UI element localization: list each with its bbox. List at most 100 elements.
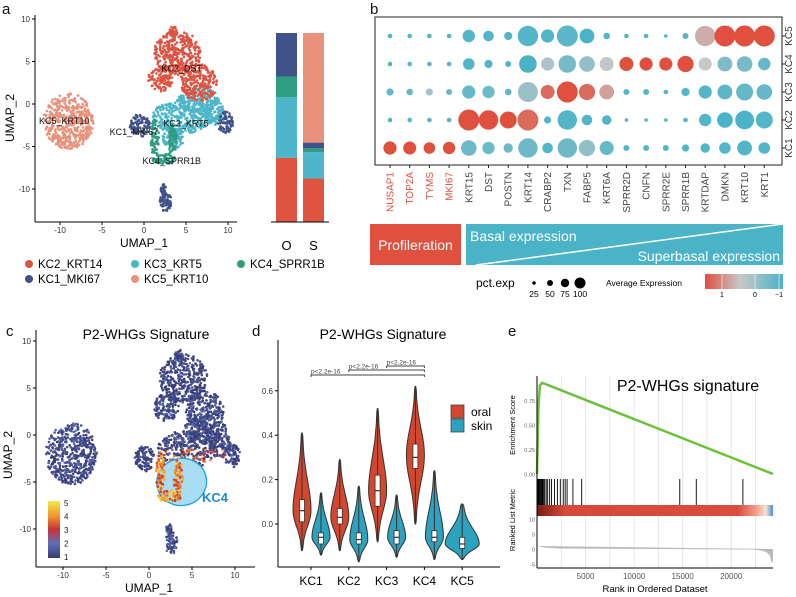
umap-point <box>165 55 168 58</box>
umap-point <box>185 399 189 403</box>
umap-point <box>196 421 200 425</box>
umap-point <box>87 468 90 471</box>
umap-point <box>200 373 204 377</box>
umap-point <box>42 113 46 117</box>
umap-point <box>165 129 169 132</box>
umap-point <box>167 111 171 114</box>
umap-point <box>217 408 220 412</box>
umap-point <box>221 405 225 408</box>
umap-point <box>216 100 219 103</box>
umap-point <box>64 122 68 125</box>
umap-point <box>210 115 213 119</box>
umap-point <box>175 443 179 447</box>
umap-point <box>180 464 183 467</box>
legend-swatch <box>25 260 33 268</box>
dot-KC2-FABP5 <box>581 114 593 126</box>
umap-point <box>63 435 66 439</box>
umap-point <box>65 445 69 449</box>
umap-point <box>174 124 178 127</box>
umap-point <box>170 119 173 123</box>
umap-point <box>166 74 170 77</box>
umap-point <box>192 448 195 452</box>
umap-point <box>203 401 206 405</box>
umap-point <box>227 115 231 119</box>
umap-point <box>60 127 63 131</box>
umap-point <box>172 452 176 455</box>
umap-point <box>68 114 72 118</box>
umap-point <box>54 437 57 441</box>
umap-point <box>66 93 70 96</box>
umap-point <box>229 443 232 446</box>
umap-point <box>182 55 186 59</box>
dot-KC5-TOP2A <box>407 33 413 39</box>
umap-point <box>197 424 201 427</box>
umap-point <box>52 135 56 139</box>
cluster-label: KC4 <box>784 54 795 74</box>
umap-point <box>195 408 199 411</box>
umap-point <box>56 458 60 461</box>
umap-point <box>58 128 61 132</box>
feature-points <box>45 348 241 555</box>
umap-point <box>189 412 193 416</box>
umap-point <box>174 53 177 57</box>
umap-point <box>179 104 182 107</box>
umap-point <box>65 139 68 143</box>
umap-point <box>175 381 178 385</box>
umap-point <box>67 425 71 428</box>
umap-point <box>143 462 146 465</box>
umap-point <box>176 368 180 371</box>
dot-KC4-SPRR2D <box>619 57 634 71</box>
dot-KC1-MKI67 <box>442 141 456 155</box>
umap-point <box>205 374 209 378</box>
umap-point <box>177 456 181 459</box>
umap-point <box>136 116 139 119</box>
cluster-label: KC1 <box>784 138 795 158</box>
umap-point <box>48 437 51 441</box>
umap-point <box>213 74 216 77</box>
umap-point <box>157 105 161 109</box>
umap-point <box>212 412 215 415</box>
umap-point <box>161 485 164 488</box>
umap-point <box>50 456 53 459</box>
umap-point <box>82 475 86 479</box>
umap-point <box>188 93 191 97</box>
umap-point <box>166 77 170 81</box>
umap-point <box>190 55 193 59</box>
cluster-label: KC3 <box>784 82 795 102</box>
umap-point <box>201 400 204 403</box>
umap-point <box>226 122 229 125</box>
umap-point <box>189 432 192 436</box>
umap-point <box>195 432 199 436</box>
umap-point <box>165 490 169 493</box>
bar-segment-KC2_KRT14 <box>303 178 324 222</box>
umap-point <box>185 123 189 126</box>
umap-point <box>59 455 62 458</box>
umap-point <box>160 78 164 81</box>
umap-point <box>193 48 197 52</box>
umap-point <box>174 131 178 135</box>
umap-point <box>62 113 66 117</box>
umap-point <box>80 122 84 125</box>
gene-label: FABP5 <box>583 172 594 204</box>
umap-point <box>204 431 207 435</box>
umap-point <box>212 77 215 80</box>
dot-KC5-KRT10 <box>734 25 756 47</box>
umap-point <box>87 133 91 136</box>
dot-KC5-CRABP2 <box>541 29 555 43</box>
umap-point <box>92 461 95 465</box>
dot-KC4-KRT1 <box>758 57 771 71</box>
umap-point <box>179 348 182 352</box>
umap-point <box>191 110 195 113</box>
umap-point <box>196 393 200 396</box>
umap-point <box>187 109 191 112</box>
umap-point <box>158 47 162 51</box>
y-tick-label: 10 <box>21 15 30 24</box>
umap-point <box>69 110 72 113</box>
umap-point <box>208 395 212 398</box>
umap-point <box>168 105 171 108</box>
umap-point <box>154 48 158 52</box>
umap-point <box>200 457 204 460</box>
umap-point <box>84 136 87 139</box>
umap-point <box>237 458 240 462</box>
umap-point <box>157 69 161 73</box>
